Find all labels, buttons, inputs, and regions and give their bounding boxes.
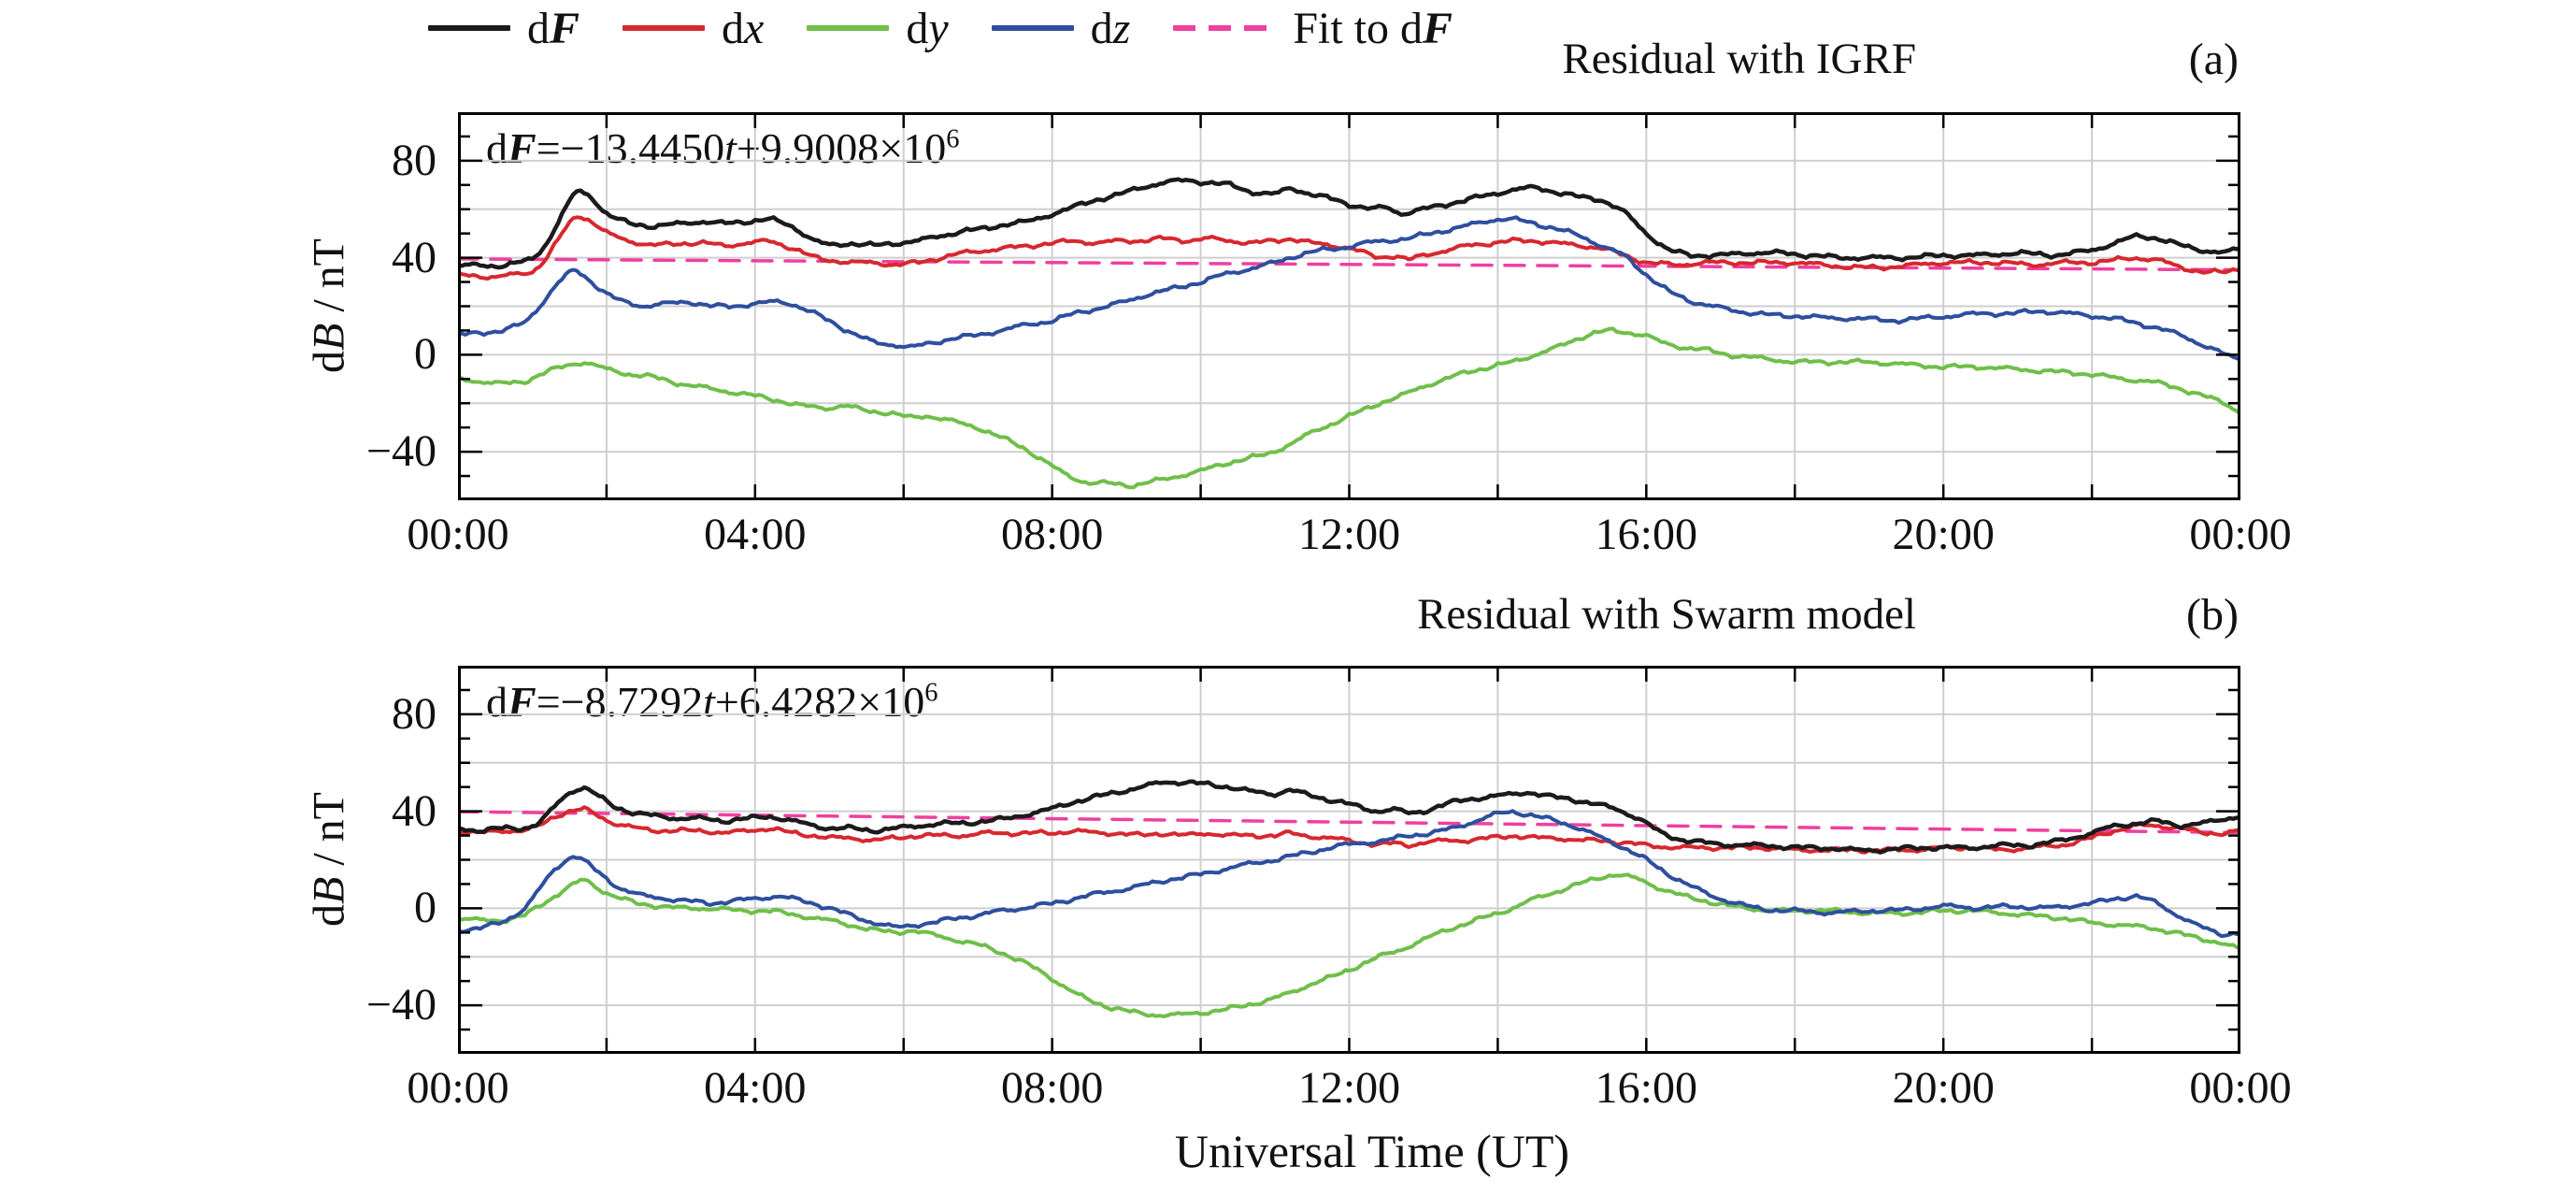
legend-line-dz-icon bbox=[991, 25, 1074, 31]
legend-item-fit: Fit to dF bbox=[1173, 3, 1453, 54]
series-dz-line bbox=[458, 215, 2240, 363]
panel-a-ytick-80: 80 bbox=[392, 135, 436, 185]
legend-label-dx: dx bbox=[722, 3, 765, 53]
panel-b-xtick-04:00: 04:00 bbox=[704, 1063, 807, 1113]
panel-b-xtick-20:00: 20:00 bbox=[1892, 1063, 1995, 1113]
legend-label-dF: dF bbox=[527, 3, 580, 53]
series-fit-line bbox=[458, 257, 2240, 272]
panel-b-title: Residual with Swarm model bbox=[1417, 590, 1916, 639]
plot-area-a bbox=[458, 112, 2240, 500]
legend-dashed-line-fit-icon bbox=[1173, 25, 1277, 31]
legend-item-dz: dz bbox=[991, 3, 1131, 54]
legend-item-dy: dy bbox=[807, 3, 949, 54]
panel-a-xtick-04:00: 04:00 bbox=[704, 510, 807, 559]
panel-a-xtick-20:00: 20:00 bbox=[1892, 510, 1995, 559]
legend-line-dF-icon bbox=[428, 25, 510, 31]
legend: dF dx dy dz Fit to dF bbox=[428, 0, 1453, 56]
panel-a-ytick-40: 40 bbox=[392, 232, 436, 282]
axes-frame bbox=[458, 112, 2240, 500]
panel-a-xtick-08:00: 08:00 bbox=[1000, 510, 1104, 559]
panel-a-ytick-−40: −40 bbox=[365, 426, 436, 477]
legend-item-dF: dF bbox=[428, 3, 580, 54]
panel-b-xtick-08:00: 08:00 bbox=[1000, 1063, 1104, 1113]
plot-area-b bbox=[458, 666, 2240, 1054]
legend-line-dy-icon bbox=[807, 25, 890, 31]
panel-b-ytick-0: 0 bbox=[414, 883, 436, 933]
panel-b-letter: (b) bbox=[2186, 590, 2239, 640]
panel-a-xtick-16:00: 16:00 bbox=[1595, 510, 1697, 559]
panel-b-xtick-00:00: 00:00 bbox=[2189, 1063, 2292, 1113]
series-dF-line bbox=[458, 177, 2240, 270]
legend-label-dy: dy bbox=[906, 3, 949, 53]
series-dy-line bbox=[458, 872, 2240, 1018]
panel-a-ytick-0: 0 bbox=[414, 329, 436, 380]
panel-a-xtick-00:00: 00:00 bbox=[407, 510, 509, 559]
panel-b-ytick-40: 40 bbox=[392, 785, 436, 836]
series-dz-line bbox=[458, 809, 2240, 939]
axes-frame bbox=[458, 666, 2240, 1054]
panel-a-title: Residual with IGRF bbox=[1562, 35, 1916, 83]
series-dy-line bbox=[458, 326, 2240, 490]
panel-a-fit-equation: dF=−13.4450t+9.9008×106 bbox=[486, 124, 960, 172]
panel-a-xtick-00:00: 00:00 bbox=[2189, 510, 2292, 559]
x-axis-label: Universal Time (UT) bbox=[1174, 1125, 1570, 1177]
panel-a-xtick-12:00: 12:00 bbox=[1297, 510, 1401, 559]
panel-b-ytick-−40: −40 bbox=[365, 980, 436, 1030]
legend-label-dz: dz bbox=[1090, 3, 1131, 53]
legend-label-fit: Fit to dF bbox=[1293, 3, 1453, 53]
panel-b-xtick-12:00: 12:00 bbox=[1297, 1063, 1401, 1113]
panel-b-xtick-00:00: 00:00 bbox=[407, 1063, 509, 1113]
legend-item-dx: dx bbox=[623, 3, 764, 54]
panel-b-xtick-16:00: 16:00 bbox=[1595, 1063, 1697, 1113]
panel-b-ytick-80: 80 bbox=[392, 688, 436, 739]
panel-a-letter: (a) bbox=[2188, 35, 2239, 84]
series-dF-line bbox=[458, 779, 2240, 855]
legend-line-dx-icon bbox=[623, 25, 706, 31]
